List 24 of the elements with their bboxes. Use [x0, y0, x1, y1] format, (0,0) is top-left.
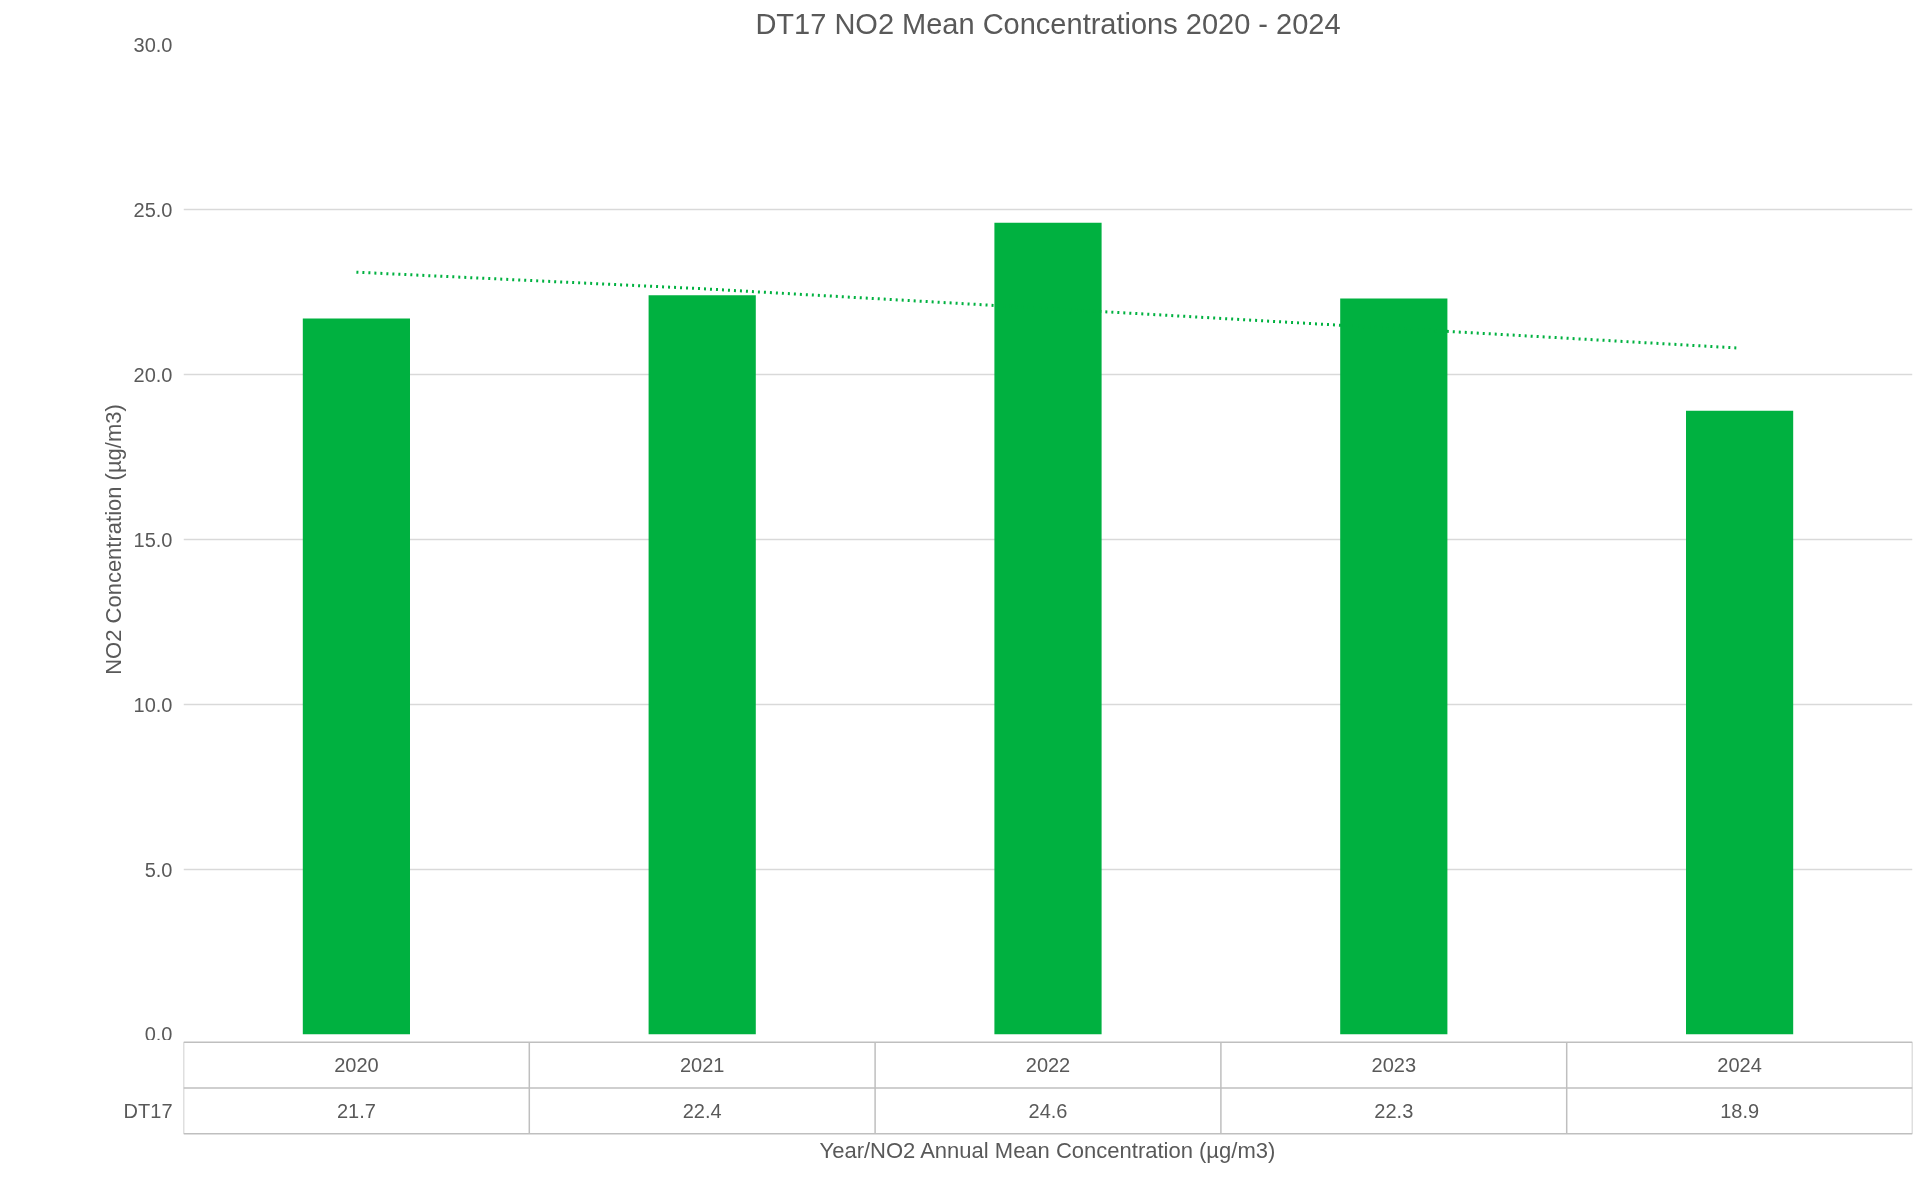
chart-title: DT17 NO2 Mean Concentrations 2020 - 2024 — [755, 7, 1341, 40]
x-tick-label: 2022 — [1025, 1054, 1071, 1077]
data-label: 22.3 — [1374, 1099, 1414, 1122]
y-tick-label: 20.0 — [133, 363, 173, 386]
x-tick-label: 2020 — [334, 1054, 379, 1077]
x-tick-label: 2023 — [1371, 1054, 1417, 1077]
data-label: 21.7 — [336, 1099, 376, 1122]
x-tick-label: 2024 — [1717, 1054, 1762, 1077]
y-tick-label: 15.0 — [133, 528, 173, 551]
y-axis-title: NO2 Concentration (µg/m3) — [100, 404, 126, 675]
y-tick-label: 5.0 — [144, 858, 173, 881]
x-axis-title: Year/NO2 Annual Mean Concentration (µg/m3) — [819, 1137, 1276, 1163]
bar — [302, 318, 410, 1035]
y-tick-label: 10.0 — [133, 693, 173, 716]
bar — [1686, 410, 1794, 1035]
x-tick-label: 2021 — [679, 1054, 725, 1077]
y-tick-label: 0.0 — [144, 1022, 173, 1045]
bar — [648, 295, 756, 1035]
y-tick-label: 30.0 — [133, 33, 173, 56]
data-label: 22.4 — [682, 1099, 722, 1122]
y-tick-label: 25.0 — [133, 198, 173, 221]
text: DT17 — [123, 1099, 173, 1122]
data-label: 24.6 — [1028, 1099, 1068, 1122]
data-label: 18.9 — [1720, 1099, 1760, 1122]
